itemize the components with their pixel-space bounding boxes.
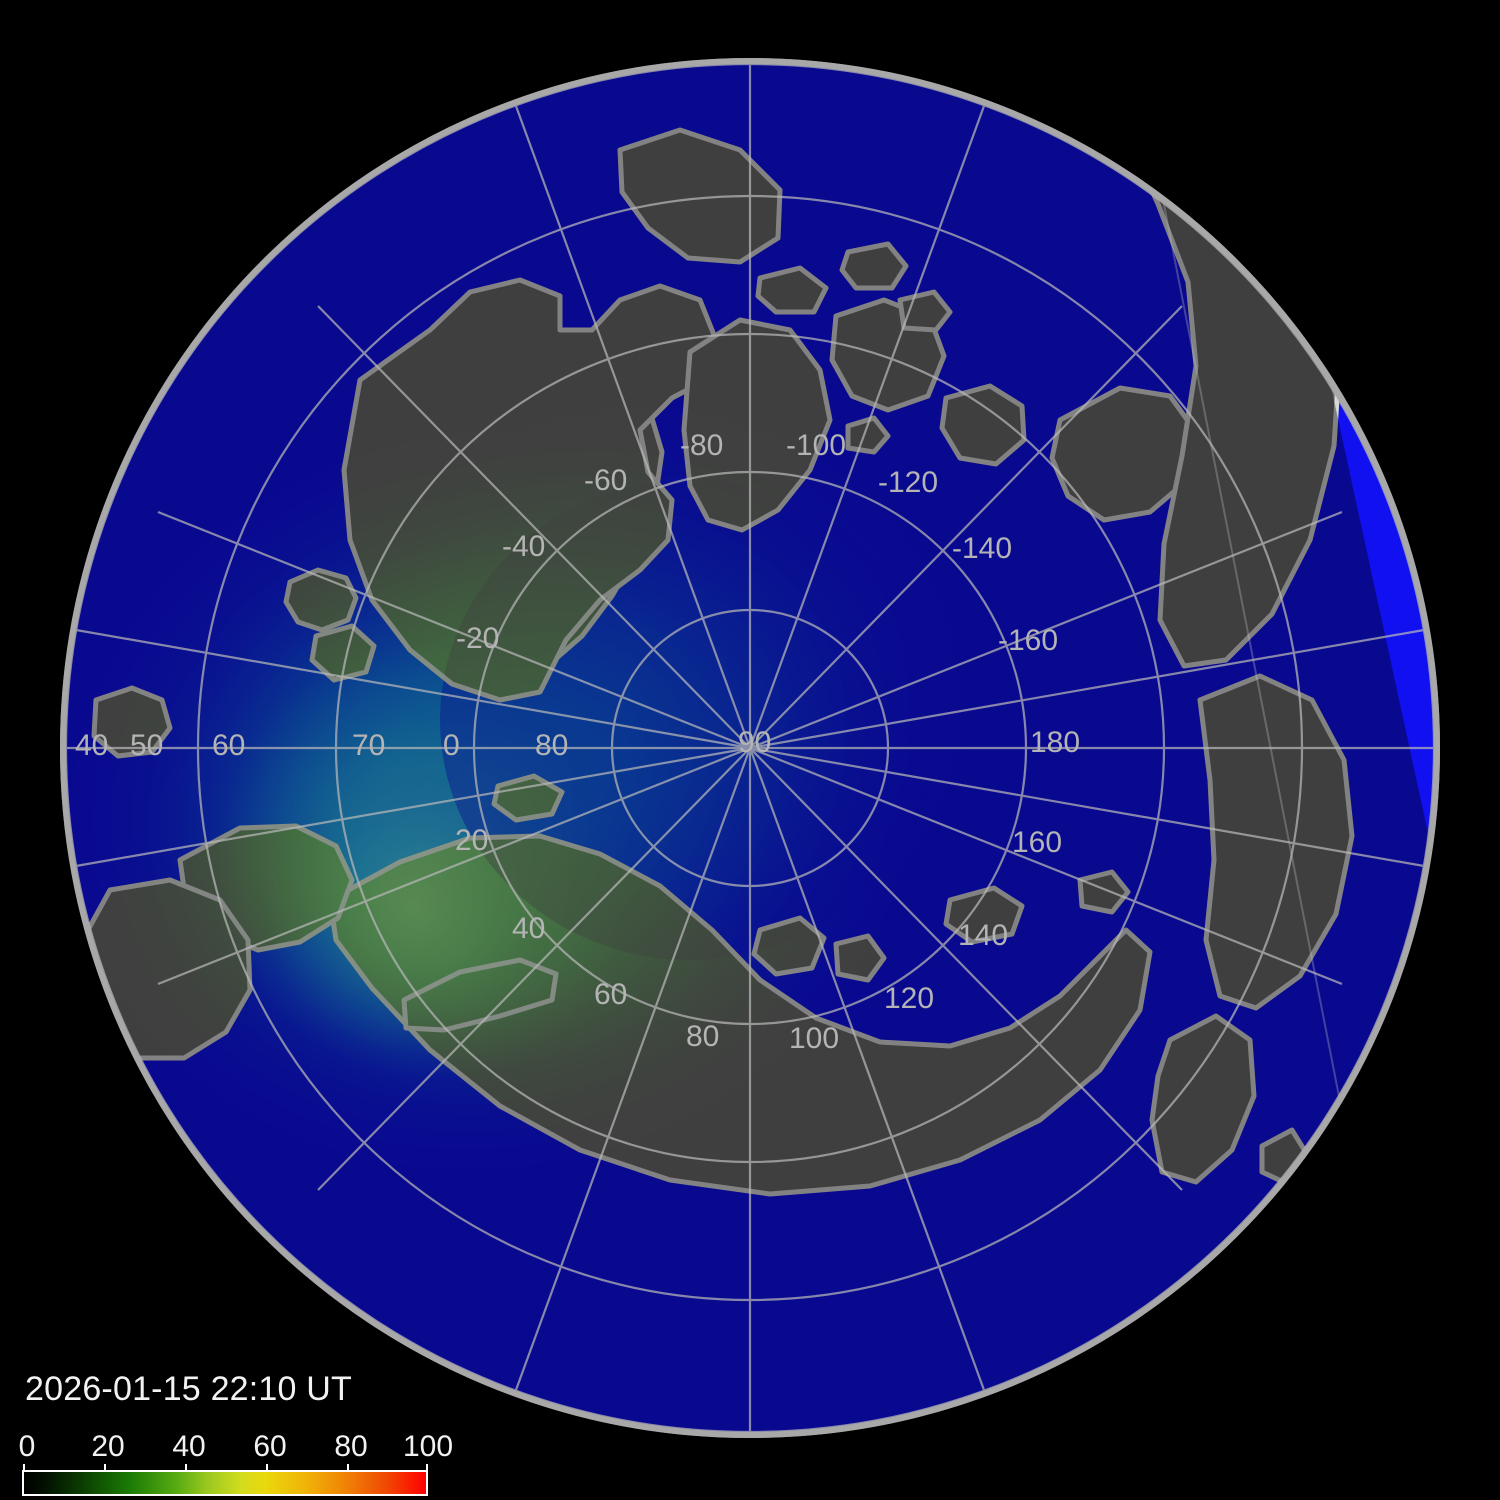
land-kamchatka	[1149, 1013, 1257, 1185]
land-farside-asia	[1197, 673, 1355, 1011]
lat-label-40: 40	[75, 729, 108, 762]
land-banks	[939, 383, 1027, 467]
colorbar-gradient[interactable]	[22, 1470, 428, 1496]
lon-label-80: 80	[686, 1020, 719, 1053]
lon-label-20: 20	[455, 824, 488, 857]
lon-label--120: -120	[878, 466, 938, 499]
lat-label-60: 60	[212, 729, 245, 762]
land-new-siberian	[943, 885, 1025, 945]
land-alaska	[1049, 385, 1199, 523]
colorbar-tickmark-20	[104, 1464, 106, 1472]
timestamp-caption: 2026-01-15 22:10 UT	[25, 1370, 353, 1408]
lon-label-140: 140	[958, 919, 1008, 952]
colorbar-tickmark-0	[23, 1464, 25, 1472]
colorbar-tick-100: 100	[402, 1430, 454, 1463]
colorbar-tickmark-100	[426, 1464, 428, 1472]
colorbar-tickmark-40	[185, 1464, 187, 1472]
colorbar-tick-60: 60	[253, 1430, 287, 1463]
lon-label--160: -160	[998, 624, 1058, 657]
lat-label-70: 70	[352, 729, 385, 762]
graticule-layer	[66, 64, 1434, 1432]
land-arctic-isle-1	[755, 265, 829, 315]
colorbar-tick-40: 40	[172, 1430, 206, 1463]
land-wrangel	[1077, 869, 1131, 915]
land-ellesmere	[617, 127, 783, 265]
lon-label-180: 180	[1030, 726, 1080, 759]
meridian-lines	[66, 64, 1434, 1432]
lon-label--100: -100	[786, 429, 846, 462]
lat-label-90: 90	[738, 726, 771, 759]
graticule-labels: 40 50 60 70 80 90 0 20 40 60 80 100 120 …	[75, 429, 1080, 1055]
lon-label-160: 160	[1012, 826, 1062, 859]
lon-label-60: 60	[594, 978, 627, 1011]
lon-label--80: -80	[680, 429, 723, 462]
colorbar[interactable]: 0 20 40 60 80 100	[0, 1430, 470, 1500]
globe-outline	[60, 58, 1440, 1438]
lat-label-50: 50	[130, 729, 163, 762]
lon-label--60: -60	[584, 464, 627, 497]
lon-label--20: -20	[456, 622, 499, 655]
colorbar-tick-20: 20	[91, 1430, 125, 1463]
lon-label-100: 100	[789, 1022, 839, 1055]
lat-label-80: 80	[535, 729, 568, 762]
lon-label-0: 0	[443, 729, 460, 762]
land-arctic-isle-2	[839, 241, 909, 291]
colorbar-tick-80: 80	[334, 1430, 368, 1463]
colorbar-tickmark-80	[347, 1464, 349, 1472]
lon-label--40: -40	[502, 530, 545, 563]
colorbar-tickmark-60	[266, 1464, 268, 1472]
lon-label-120: 120	[884, 982, 934, 1015]
lon-label-40: 40	[512, 912, 545, 945]
colorbar-tick-labels: 0 20 40 60 80 100	[0, 1430, 470, 1464]
aurora-polar-cap-hole	[440, 480, 940, 960]
lon-label--140: -140	[952, 532, 1012, 565]
colorbar-tick-0: 0	[18, 1430, 36, 1463]
